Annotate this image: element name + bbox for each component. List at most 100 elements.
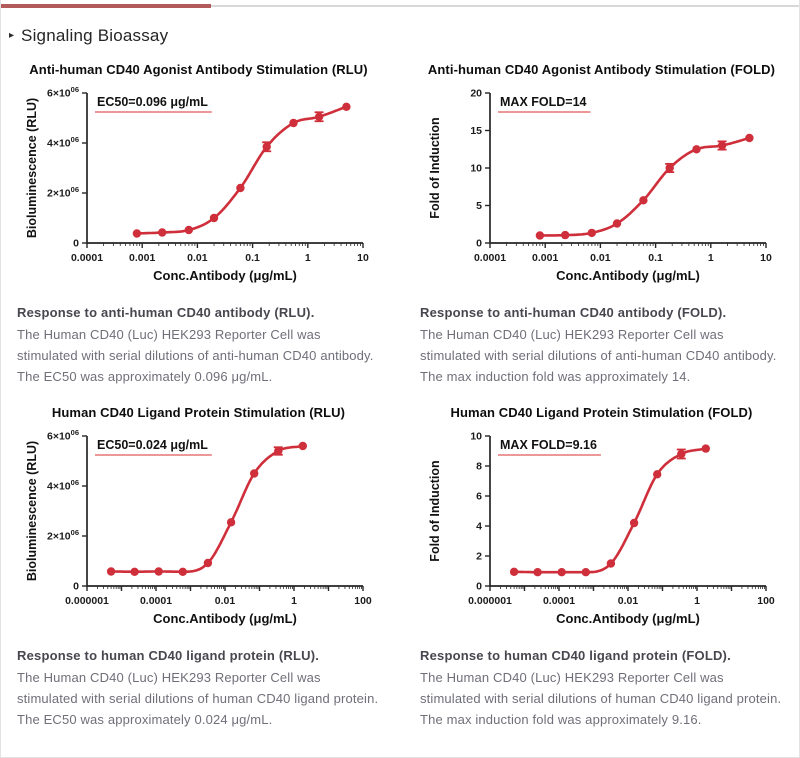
svg-text:15: 15 xyxy=(470,125,482,137)
data-point xyxy=(129,567,139,577)
dose-response-curve xyxy=(513,447,706,574)
caption-antibody-fold: Response to anti-human CD40 antibody (FO… xyxy=(420,305,783,387)
svg-text:Bioluminescence (RLU): Bioluminescence (RLU) xyxy=(25,98,39,238)
divider-gray-segment xyxy=(211,5,799,7)
svg-text:4×1006: 4×1006 xyxy=(47,135,79,150)
svg-text:Fold of Induction: Fold of Induction xyxy=(428,117,442,218)
data-point xyxy=(717,141,726,150)
svg-text:Conc.Antibody (μg/mL): Conc.Antibody (μg/mL) xyxy=(153,268,297,283)
data-point xyxy=(691,145,701,154)
data-point xyxy=(273,446,282,456)
dose-response-curve xyxy=(136,105,347,235)
data-point xyxy=(298,441,307,451)
svg-text:Conc.Antibody (μg/mL): Conc.Antibody (μg/mL) xyxy=(556,611,700,626)
svg-text:1: 1 xyxy=(291,595,297,607)
data-points xyxy=(535,133,754,240)
svg-text:Conc.Antibody (μg/mL): Conc.Antibody (μg/mL) xyxy=(153,611,297,626)
panel-ligand-rlu: Human CD40 Ligand Protein Stimulation (R… xyxy=(17,399,380,740)
data-point xyxy=(532,568,542,577)
data-point xyxy=(629,518,638,528)
data-point xyxy=(560,230,569,240)
data-point xyxy=(676,449,685,459)
svg-text:1: 1 xyxy=(304,252,310,264)
caption-body: The Human CD40 (Luc) HEK293 Reporter Cel… xyxy=(17,670,379,728)
axes: 0 2×1006 4×1006 6×1006 0.0001 0.001 0.01 0.1 1 10 xyxy=(47,85,369,264)
annotation-label: EC50=0.024 μg/mL xyxy=(97,438,208,452)
data-point xyxy=(178,567,187,577)
svg-text:1: 1 xyxy=(707,252,713,264)
svg-text:2×1006: 2×1006 xyxy=(47,528,79,543)
data-point xyxy=(288,118,298,128)
annotation-label: MAX FOLD=14 xyxy=(500,95,587,109)
chart-title: Anti-human CD40 Agonist Antibody Stimula… xyxy=(29,62,368,77)
data-point xyxy=(154,567,163,576)
svg-text:20: 20 xyxy=(470,88,482,100)
data-point xyxy=(262,142,271,151)
dose-response-curve xyxy=(539,136,750,237)
data-point xyxy=(535,231,544,240)
data-point xyxy=(587,228,596,238)
data-point xyxy=(652,470,661,479)
svg-text:2: 2 xyxy=(476,551,482,563)
chart-title: Human CD40 Ligand Protein Stimulation (R… xyxy=(51,405,346,421)
data-points xyxy=(132,102,351,238)
data-points xyxy=(509,444,710,577)
dose-response-curve xyxy=(110,444,303,574)
caption-ligand-rlu: Response to human CD40 ligand protein (R… xyxy=(17,648,380,730)
svg-text:0.1: 0.1 xyxy=(648,252,663,264)
svg-text:0.0001: 0.0001 xyxy=(542,595,574,607)
panel-antibody-rlu: Anti-human CD40 Agonist Antibody Stimula… xyxy=(17,56,380,397)
axes: 0 2 4 6 8 10 0.000001 0.0001 0.01 1 100 xyxy=(468,431,775,608)
svg-text:0.0001: 0.0001 xyxy=(473,252,505,264)
svg-text:0.01: 0.01 xyxy=(590,252,611,264)
data-point xyxy=(226,518,235,527)
panel-ligand-fold: Human CD40 Ligand Protein Stimulation (F… xyxy=(420,399,783,740)
svg-text:10: 10 xyxy=(357,252,369,264)
data-point xyxy=(744,133,754,143)
chart-title: Human CD40 Ligand Protein Stimulation (F… xyxy=(450,405,753,421)
data-point xyxy=(157,228,166,237)
data-point xyxy=(665,163,674,173)
axes: 0 5 10 15 20 0.0001 0.001 0.01 0.1 1 10 xyxy=(470,88,772,265)
data-point xyxy=(612,219,621,228)
data-point xyxy=(249,469,258,478)
data-point xyxy=(132,229,141,238)
data-point xyxy=(209,213,218,223)
svg-text:4×1006: 4×1006 xyxy=(47,478,79,493)
caption-heading: Response to human CD40 ligand protein (F… xyxy=(420,648,731,664)
chart-antibody-fold: 0 5 10 15 20 0.0001 0.001 0.01 0.1 1 10 Conc.Antibo… xyxy=(428,88,772,284)
svg-text:0.0001: 0.0001 xyxy=(70,252,102,264)
chart-ligand-fold: 0 2 4 6 8 10 0.000001 0.0001 0.01 1 100 Conc.Antibo… xyxy=(428,431,775,627)
data-point xyxy=(701,444,710,453)
data-point xyxy=(106,567,115,576)
section-toggle-signaling-bioassay[interactable]: ▸ Signaling Bioassay xyxy=(9,26,799,46)
svg-text:0: 0 xyxy=(476,581,482,593)
data-point xyxy=(314,112,323,121)
data-points xyxy=(106,441,307,577)
svg-text:Conc.Antibody (μg/mL): Conc.Antibody (μg/mL) xyxy=(556,268,700,283)
svg-text:0.001: 0.001 xyxy=(129,252,155,264)
svg-text:0.01: 0.01 xyxy=(214,595,235,607)
svg-text:0.000001: 0.000001 xyxy=(468,595,512,607)
panel-antibody-fold: Anti-human CD40 Agonist Antibody Stimula… xyxy=(420,56,783,397)
svg-text:5: 5 xyxy=(476,200,482,212)
svg-text:Fold of Induction: Fold of Induction xyxy=(428,460,442,561)
svg-text:6×1006: 6×1006 xyxy=(47,85,79,100)
svg-text:10: 10 xyxy=(760,252,772,264)
svg-text:100: 100 xyxy=(757,595,775,607)
caption-antibody-rlu: Response to anti-human CD40 antibody (RL… xyxy=(17,305,380,387)
svg-text:6×1006: 6×1006 xyxy=(47,428,79,443)
svg-text:0: 0 xyxy=(73,238,79,250)
caption-body: The Human CD40 (Luc) HEK293 Reporter Cel… xyxy=(420,327,777,385)
caption-heading: Response to anti-human CD40 antibody (FO… xyxy=(420,305,727,320)
annotation-label: EC50=0.096 μg/mL xyxy=(97,95,208,109)
caption-body: The Human CD40 (Luc) HEK293 Reporter Cel… xyxy=(17,327,374,385)
collapse-arrow-icon: ▸ xyxy=(9,30,15,41)
svg-text:0.001: 0.001 xyxy=(532,252,558,264)
figure-grid: Anti-human CD40 Agonist Antibody Stimula… xyxy=(1,52,799,740)
caption-body: The Human CD40 (Luc) HEK293 Reporter Cel… xyxy=(420,670,782,728)
svg-text:Bioluminescence (RLU): Bioluminescence (RLU) xyxy=(25,441,39,581)
svg-text:0: 0 xyxy=(476,238,482,250)
data-point xyxy=(235,183,245,193)
